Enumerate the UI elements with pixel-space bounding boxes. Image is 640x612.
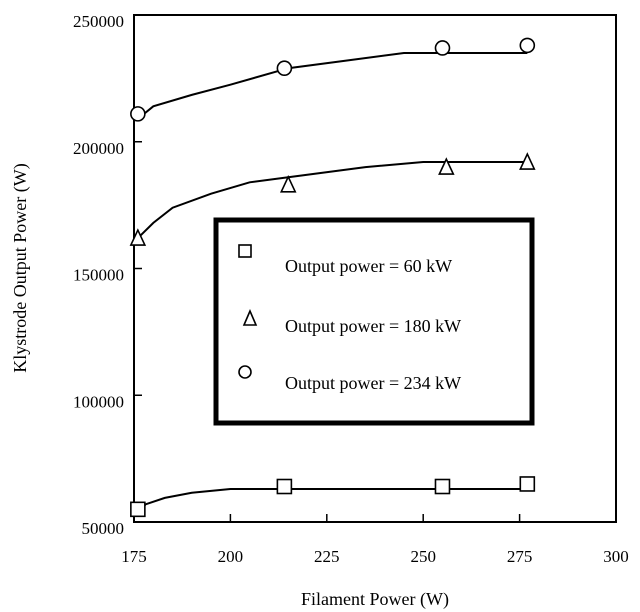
y-tick-label: 250000 [73, 12, 124, 31]
legend-label-180kw: Output power = 180 kW [285, 316, 461, 336]
legend-marker-square [238, 244, 252, 258]
legend-marker-triangle [242, 308, 258, 326]
legend-marker-circle [238, 365, 252, 379]
legend-label-234kw: Output power = 234 kW [285, 373, 461, 393]
data-point-circle [434, 40, 451, 56]
data-point-triangle [438, 157, 455, 175]
x-tick-label: 200 [218, 547, 244, 566]
x-tick-label: 275 [507, 547, 533, 566]
data-point-circle [519, 37, 536, 54]
data-point-square [130, 501, 146, 518]
x-tick-label: 175 [121, 547, 147, 566]
data-point-triangle [279, 174, 297, 193]
axis-ticks: 175 200 225 250 275 300 50000 100000 150000 20000… [73, 12, 629, 566]
y-tick-label: 150000 [73, 266, 124, 285]
data-point-triangle [129, 228, 147, 246]
x-tick-label: 225 [314, 547, 340, 566]
fit-curve-square [137, 488, 528, 516]
legend: Output power = 60 kW Output power = 180 … [213, 217, 535, 426]
x-axis-title: Filament Power (W) [301, 589, 449, 610]
legend-box [213, 217, 535, 426]
y-tick-label: 100000 [73, 392, 124, 411]
fit-curve-circle [137, 52, 528, 120]
data-point-square [276, 478, 293, 495]
data-markers [129, 37, 536, 518]
y-tick-label: 50000 [82, 519, 125, 538]
data-point-circle [276, 60, 293, 77]
data-point-circle [130, 106, 146, 122]
data-point-square [519, 476, 536, 492]
data-point-triangle [519, 152, 536, 170]
fit-curve-triangle [137, 161, 528, 239]
y-tick-label: 200000 [73, 139, 124, 158]
y-axis-title: Klystrode Output Power (W) [10, 163, 31, 372]
data-point-square [434, 478, 451, 495]
x-tick-label: 300 [603, 547, 629, 566]
legend-label-60kw: Output power = 60 kW [285, 256, 452, 276]
x-tick-label: 250 [410, 547, 436, 566]
fit-curves [137, 52, 528, 516]
